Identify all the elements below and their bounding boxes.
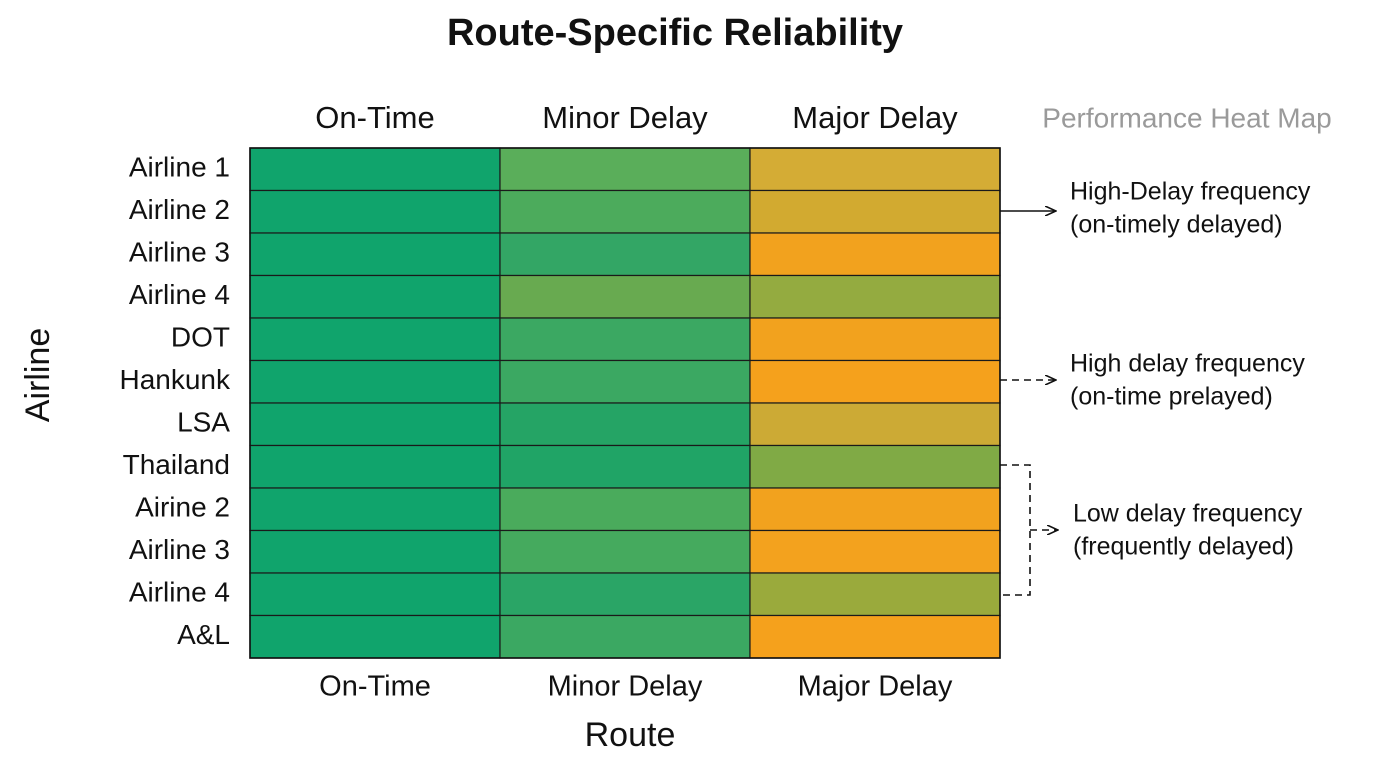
x-axis-label: Route: [585, 716, 676, 754]
heatmap-cell: [249, 572, 501, 617]
column-label: On-Time: [315, 100, 434, 135]
heatmap-cell: [249, 317, 501, 362]
heatmap-cell: [249, 444, 501, 489]
heatmap-cell: [499, 317, 751, 362]
heatmap-cell: [499, 147, 751, 192]
row-label: Airline 4: [129, 577, 230, 608]
column-label-bottom: On-Time: [319, 671, 431, 703]
heatmap-cell: [749, 402, 1001, 447]
row-label: Airine 2: [135, 492, 230, 523]
row-label: Airline 2: [129, 194, 230, 225]
heatmap-cell: [749, 274, 1001, 319]
annotation-text: (frequently delayed): [1073, 533, 1294, 561]
column-label: Major Delay: [792, 100, 958, 135]
row-label: A&L: [177, 619, 230, 650]
heatmap-cell: [749, 572, 1001, 617]
heatmap-cell: [749, 614, 1001, 659]
heatmap-cell: [499, 572, 751, 617]
annotation-text: High delay frequency: [1070, 350, 1305, 378]
heatmap-cell: [499, 274, 751, 319]
heatmap-cell: [749, 359, 1001, 404]
heatmap-cell: [249, 487, 501, 532]
heatmap-cell: [249, 232, 501, 277]
column-label-bottom: Major Delay: [798, 671, 953, 703]
subtitle: Performance Heat Map: [1042, 102, 1331, 133]
annotation-text: High-Delay frequency: [1070, 178, 1311, 206]
heatmap-cell: [249, 274, 501, 319]
row-label: Airline 1: [129, 152, 230, 183]
annotation-text: (on-time prelayed): [1070, 383, 1273, 411]
heatmap-cell: [499, 487, 751, 532]
heatmap-cell: [499, 529, 751, 574]
column-label: Minor Delay: [542, 100, 708, 135]
heatmap-cell: [499, 232, 751, 277]
chart-title: Route-Specific Reliability: [447, 12, 903, 54]
heatmap-cell: [249, 359, 501, 404]
heatmap-cell: [749, 317, 1001, 362]
row-label: Airline 4: [129, 279, 230, 310]
heatmap-cell: [499, 614, 751, 659]
heatmap-cell: [749, 487, 1001, 532]
row-label: Hankunk: [119, 364, 231, 395]
row-label: LSA: [177, 407, 230, 438]
row-label: Thailand: [123, 449, 230, 480]
column-label-bottom: Minor Delay: [548, 671, 703, 703]
y-axis-label: Airline: [19, 328, 57, 422]
heatmap-cell: [249, 402, 501, 447]
heatmap-cell: [249, 614, 501, 659]
heatmap-cell: [249, 147, 501, 192]
annotation-text: (on-timely delayed): [1070, 211, 1283, 239]
heatmap-cell: [499, 402, 751, 447]
heatmap-cell: [499, 189, 751, 234]
heatmap-cell: [499, 359, 751, 404]
heatmap-cell: [749, 529, 1001, 574]
row-label: Airline 3: [129, 237, 230, 268]
heatmap-cell: [249, 529, 501, 574]
heatmap-cell: [749, 232, 1001, 277]
row-label: DOT: [171, 322, 230, 353]
heatmap-cell: [749, 444, 1001, 489]
annotation-bracket: [1000, 464, 1031, 596]
row-label: Airline 3: [129, 534, 230, 565]
heatmap-cell: [749, 189, 1001, 234]
heatmap-cell: [249, 189, 501, 234]
annotation-text: Low delay frequency: [1073, 500, 1303, 528]
heatmap-cell: [499, 444, 751, 489]
grid-border: [249, 147, 1001, 659]
heatmap-cell: [749, 147, 1001, 192]
